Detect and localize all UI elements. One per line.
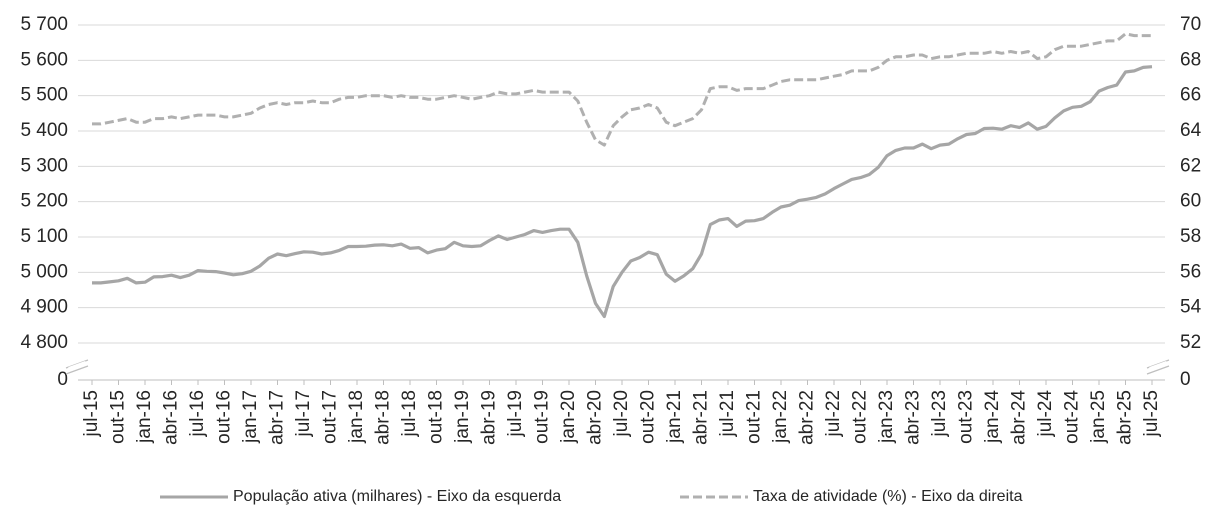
x-tick-label: jan-22 (770, 390, 791, 444)
legend-label: População ativa (milhares) - Eixo da esq… (233, 488, 561, 505)
legend-label: Taxa de atividade (%) - Eixo da direita (753, 488, 1023, 505)
x-tick-label: jan-16 (134, 390, 155, 444)
y2-tick-label: 68 (1180, 49, 1201, 70)
x-tick-label: jan-17 (240, 390, 261, 444)
y-tick-label: 0 (57, 369, 68, 390)
y-tick-label: 5 000 (20, 261, 68, 282)
x-tick-label: abr-22 (797, 390, 818, 445)
axis-break (65, 365, 89, 375)
x-tick-label: out-20 (638, 390, 659, 444)
x-tick-label: jul-23 (929, 390, 950, 437)
x-tick-label: abr-19 (479, 390, 500, 445)
x-tick-label: jul-15 (81, 390, 102, 437)
y-tick-label: 4 800 (20, 332, 68, 353)
x-tick-label: jul-18 (399, 390, 420, 437)
axis-break-gap (1149, 360, 1168, 370)
axis-break (1146, 365, 1170, 375)
x-tick-label: jan-18 (346, 390, 367, 444)
x-tick-label: out-24 (1062, 390, 1083, 444)
x-tick-label: jan-19 (452, 390, 473, 444)
x-tick-label: out-18 (426, 390, 447, 444)
y-tick-label: 5 100 (20, 226, 68, 247)
y-tick-label: 5 500 (20, 85, 68, 106)
x-tick-label: jul-16 (187, 390, 208, 437)
x-tick-label: out-22 (850, 390, 871, 444)
y-tick-label: 5 300 (20, 155, 68, 176)
x-tick-label: jul-25 (1141, 390, 1162, 437)
y-tick-label: 4 900 (20, 297, 68, 318)
y-tick-label: 5 600 (20, 49, 68, 70)
y-tick-label: 5 200 (20, 191, 68, 212)
x-tick-label: out-16 (214, 390, 235, 444)
x-tick-label: jul-24 (1035, 390, 1056, 438)
x-tick-label: abr-21 (691, 390, 712, 445)
y2-tick-label: 60 (1180, 191, 1201, 212)
x-tick-label: out-23 (956, 390, 977, 444)
y2-tick-label: 70 (1180, 14, 1201, 35)
y-tick-label: 5 700 (20, 14, 68, 35)
x-tick-label: abr-25 (1115, 390, 1136, 445)
x-tick-label: abr-20 (585, 390, 606, 445)
x-tick-label: abr-24 (1009, 390, 1030, 445)
x-tick-label: abr-17 (267, 390, 288, 445)
x-tick-label: out-17 (320, 390, 341, 444)
x-tick-label: jan-24 (982, 390, 1003, 444)
x-tick-label: jan-23 (876, 390, 897, 444)
x-tick-label: jul-17 (293, 390, 314, 437)
x-tick-label: abr-23 (903, 390, 924, 445)
y2-tick-label: 0 (1180, 369, 1191, 390)
x-tick-label: jan-21 (664, 390, 685, 444)
series-line (92, 65, 1153, 319)
x-tick-label: jul-21 (717, 390, 738, 437)
y2-tick-label: 66 (1180, 85, 1201, 106)
x-tick-label: abr-18 (373, 390, 394, 445)
y2-tick-label: 52 (1180, 332, 1201, 353)
x-tick-label: jan-20 (558, 390, 579, 444)
x-tick-label: out-21 (744, 390, 765, 444)
x-tick-label: out-19 (532, 390, 553, 444)
y2-tick-label: 54 (1180, 297, 1202, 318)
x-tick-label: jul-22 (823, 390, 844, 437)
y2-tick-label: 64 (1180, 120, 1202, 141)
series-line (92, 32, 1152, 147)
y2-tick-label: 58 (1180, 226, 1201, 247)
y-tick-label: 5 400 (20, 120, 68, 141)
y2-tick-label: 62 (1180, 155, 1201, 176)
x-tick-label: out-15 (108, 390, 129, 444)
y2-tick-label: 56 (1180, 261, 1201, 282)
axis-break-gap (68, 360, 87, 370)
x-tick-label: jul-20 (611, 390, 632, 437)
x-tick-label: jan-25 (1088, 390, 1109, 444)
x-tick-label: jul-19 (505, 390, 526, 437)
x-tick-label: abr-16 (161, 390, 182, 445)
